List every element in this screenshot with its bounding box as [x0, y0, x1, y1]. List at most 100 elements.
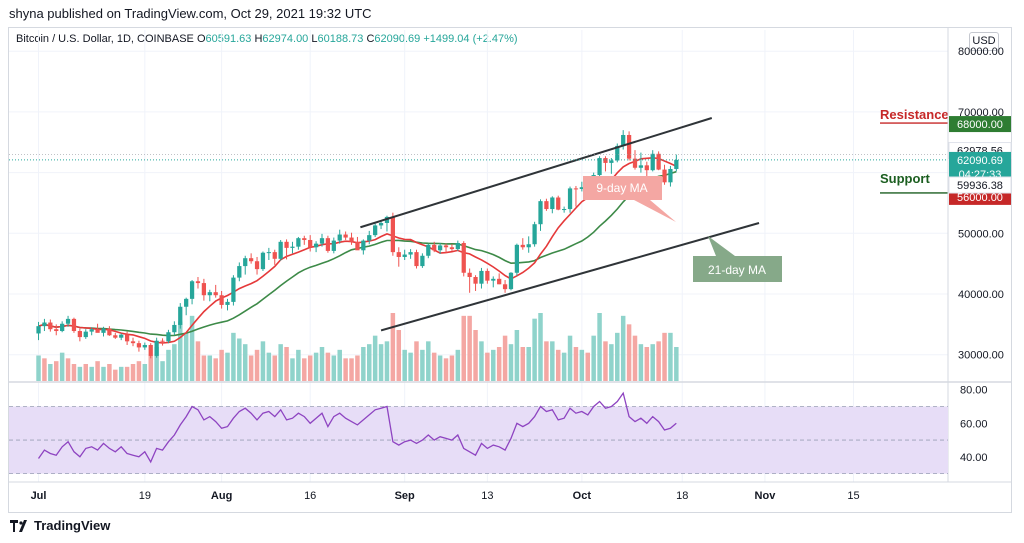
volume-bar	[307, 355, 313, 381]
volume-bar	[638, 344, 644, 381]
volume-bar	[319, 347, 325, 381]
candle-body	[184, 298, 189, 307]
candle-body	[219, 295, 224, 305]
candle	[107, 326, 112, 336]
candle-body	[189, 281, 195, 299]
candle-body	[414, 252, 419, 267]
price-tag-box	[948, 176, 1012, 194]
volume-bar	[550, 341, 555, 381]
candle	[207, 289, 212, 302]
candle	[567, 186, 573, 213]
volume-bar	[467, 315, 472, 381]
candle-body	[674, 159, 679, 169]
candle	[626, 131, 632, 161]
candle-body	[455, 243, 460, 250]
volume-bar	[632, 335, 638, 381]
volume-bar	[242, 344, 248, 381]
candle-body	[142, 344, 147, 348]
volume-bar	[615, 332, 620, 381]
volume-bar	[520, 347, 526, 381]
volume-bar	[231, 332, 236, 381]
candle	[101, 326, 106, 337]
candle-body	[538, 201, 543, 225]
volume-bar	[260, 341, 266, 381]
close-label: C	[366, 33, 375, 45]
volume-bar	[349, 358, 354, 381]
volume-bar	[83, 364, 89, 381]
change-value: +1499.04 (+2.47%)	[423, 33, 518, 45]
candle	[408, 249, 413, 259]
volume-bar	[71, 364, 77, 381]
candle	[113, 332, 118, 339]
candle	[308, 235, 313, 252]
candle	[77, 328, 82, 342]
volume-bar	[290, 358, 295, 381]
rsi-axis-label: 40.00	[960, 452, 988, 464]
candle	[266, 247, 271, 261]
candle	[213, 284, 218, 298]
candle-body	[77, 331, 82, 338]
candle	[508, 272, 514, 291]
price-axis-label: 70000.00	[958, 107, 1004, 119]
candle	[284, 239, 289, 260]
candle-body	[272, 252, 277, 259]
ma9-callout-text: 9-day MA	[596, 181, 647, 195]
current-price-tag-text: 62090.69	[957, 155, 1003, 167]
candle-body	[60, 323, 65, 332]
volume-bar	[378, 344, 384, 381]
ma21-callout-text: 21-day MA	[708, 263, 766, 277]
volume-bar	[207, 355, 213, 381]
volume-bar	[626, 324, 632, 381]
volume-bar	[54, 361, 59, 381]
candle-body	[89, 329, 94, 332]
time-axis-label: Nov	[755, 490, 777, 502]
volume-bar	[42, 358, 47, 381]
currency-button[interactable]: USD	[969, 32, 999, 51]
candle-body	[54, 329, 59, 332]
candle	[136, 340, 142, 352]
volume-bar	[195, 341, 201, 381]
candle	[662, 164, 667, 185]
candle	[95, 323, 100, 333]
candle	[656, 151, 661, 171]
volume-bar	[609, 344, 614, 381]
candle	[479, 267, 484, 289]
candle	[65, 315, 71, 327]
resistance-price-tag-box	[949, 116, 1011, 133]
candle	[674, 154, 679, 172]
volume-bar	[355, 355, 360, 381]
volume-bar	[248, 355, 254, 381]
volume-bar	[361, 347, 366, 381]
volume-bar	[620, 315, 626, 381]
candle-body	[556, 197, 561, 210]
volume-bar	[426, 341, 431, 381]
volume-bar	[567, 335, 573, 381]
time-axis-label: 16	[304, 490, 316, 502]
candle	[154, 337, 159, 358]
price-axis-label: 30000.00	[958, 350, 1004, 362]
candle	[455, 240, 460, 251]
volume-bar	[113, 369, 118, 381]
candle	[184, 297, 189, 316]
candle-body	[662, 169, 667, 183]
symbol-title[interactable]: Bitcoin / U.S. Dollar, 1D, COINBASE	[16, 33, 194, 45]
volume-bar	[585, 352, 590, 381]
candle-body	[213, 292, 218, 296]
candle	[579, 181, 584, 192]
candle-body	[42, 322, 47, 327]
price-tag-text: 59936.38	[957, 180, 1003, 192]
candle	[231, 275, 236, 306]
candle-body	[119, 334, 124, 338]
candle	[42, 318, 47, 332]
candle	[319, 233, 325, 247]
candle-body	[313, 243, 319, 248]
candle-body	[160, 340, 165, 342]
candle-body	[597, 158, 602, 176]
candle-body	[65, 318, 71, 324]
candle-body	[172, 324, 177, 333]
candle	[54, 324, 59, 336]
candle-body	[485, 270, 490, 281]
candle-body	[278, 241, 283, 259]
volume-bar	[237, 338, 242, 381]
